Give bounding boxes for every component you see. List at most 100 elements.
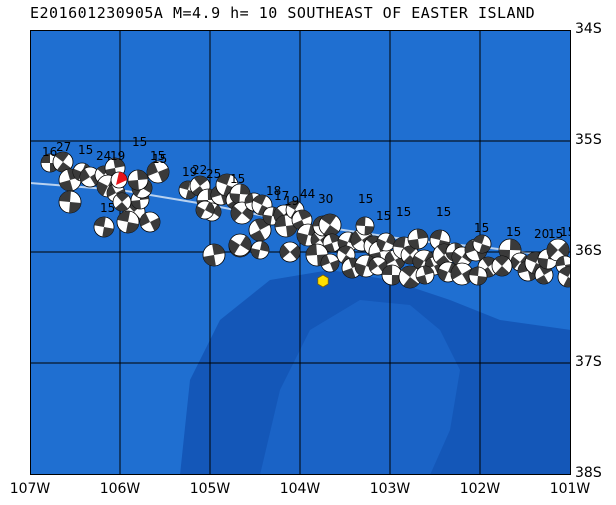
compressional-quadrant (41, 154, 50, 163)
compressional-quadrant (106, 184, 116, 198)
compressional-quadrant (260, 241, 269, 252)
compressional-quadrant (547, 242, 558, 258)
compressional-quadrant (355, 262, 366, 277)
compressional-quadrant (386, 233, 395, 246)
map-frame (30, 30, 571, 475)
beachball-icon (58, 190, 82, 214)
compressional-quadrant (193, 175, 208, 186)
compressional-quadrant (351, 230, 362, 247)
compressional-quadrant (416, 229, 428, 239)
current-event-beachball-icon (110, 171, 128, 189)
compressional-quadrant (321, 254, 330, 267)
compressional-quadrant (274, 207, 284, 222)
compressional-quadrant (229, 239, 240, 255)
latitude-label: 37S (575, 354, 602, 370)
depth-label: 25 (206, 167, 221, 181)
compressional-quadrant (403, 245, 417, 255)
compressional-quadrant (422, 266, 434, 275)
compressional-quadrant (230, 193, 240, 204)
compressional-quadrant (140, 213, 150, 227)
depth-label: 16 (42, 145, 57, 159)
compressional-quadrant (482, 257, 497, 267)
depth-label: 15 (560, 225, 571, 239)
compressional-quadrant (250, 230, 266, 241)
beachball-icon (415, 265, 435, 285)
compressional-quadrant (298, 210, 312, 220)
compressional-quadrant (364, 226, 374, 235)
depth-label: 20 (534, 227, 549, 241)
compressional-quadrant (510, 239, 521, 251)
compressional-quadrant (102, 227, 114, 238)
compressional-quadrant (287, 201, 300, 210)
depth-label: 15 (152, 152, 167, 166)
beachball-icon (318, 213, 342, 237)
compressional-quadrant (263, 214, 272, 225)
compressional-quadrant (408, 239, 420, 249)
depth-label: 15 (474, 221, 489, 235)
compressional-quadrant (495, 266, 510, 276)
compressional-quadrant (117, 211, 131, 222)
beachball-icon (279, 241, 301, 263)
depth-label: 30 (318, 192, 333, 206)
beachball-icon (250, 240, 270, 260)
compressional-quadrant (179, 181, 191, 190)
beachball-icon (202, 243, 226, 267)
longitude-label: 103W (369, 481, 411, 497)
compressional-quadrant (131, 200, 141, 209)
longitude-label: 102W (459, 481, 501, 497)
depth-label: 19 (182, 165, 197, 179)
compressional-quadrant (510, 256, 520, 269)
beachball-icon (228, 233, 252, 257)
compressional-quadrant (377, 238, 386, 251)
compressional-quadrant (401, 266, 417, 277)
beachball-icon (407, 228, 429, 250)
compressional-quadrant (306, 244, 317, 256)
beachball-icon (381, 264, 403, 286)
depth-label: 44 (300, 187, 315, 201)
compressional-quadrant (125, 222, 139, 233)
compressional-quadrant (356, 217, 366, 226)
compressional-quadrant (479, 244, 491, 253)
compressional-quadrant (245, 193, 254, 204)
compressional-quadrant (451, 251, 462, 266)
compressional-quadrant (438, 268, 448, 282)
compressional-quadrant (59, 180, 74, 191)
compressional-quadrant (366, 236, 381, 246)
depth-label: 15 (100, 201, 115, 215)
depth-label: 15 (548, 227, 563, 241)
compressional-quadrant (280, 244, 290, 259)
beachball-icon (274, 214, 298, 238)
beachball-icon (146, 160, 170, 184)
compressional-quadrant (311, 233, 320, 246)
compressional-quadrant (290, 245, 300, 260)
compressional-quadrant (252, 195, 267, 205)
beachball-icon (472, 234, 492, 254)
compressional-quadrant (212, 204, 221, 218)
beachball-icon (468, 266, 488, 286)
compressional-quadrant (382, 265, 393, 275)
beachball-icon (116, 210, 140, 234)
depth-label: 15 (358, 192, 373, 206)
compressional-quadrant (286, 224, 297, 237)
compressional-quadrant (240, 184, 250, 195)
beachball-icon (398, 265, 422, 289)
compressional-quadrant (473, 235, 485, 244)
compressional-quadrant (558, 242, 569, 258)
latitude-label: 36S (575, 243, 602, 259)
compressional-quadrant (297, 232, 308, 246)
depth-label: 19 (110, 149, 125, 163)
compressional-quadrant (80, 168, 90, 183)
compressional-quadrant (416, 275, 428, 284)
beachball-icon (112, 192, 132, 212)
compressional-quadrant (94, 217, 106, 227)
hexagon-icon (317, 274, 329, 288)
depth-label: 17 (274, 189, 289, 203)
map-title: E201601230905A M=4.9 h= 10 SOUTHEAST OF … (30, 4, 536, 22)
compressional-quadrant (413, 255, 424, 271)
mechanism-group (40, 151, 571, 289)
compressional-quadrant (393, 237, 406, 248)
compressional-quadrant (205, 201, 214, 215)
compressional-quadrant (203, 255, 216, 266)
